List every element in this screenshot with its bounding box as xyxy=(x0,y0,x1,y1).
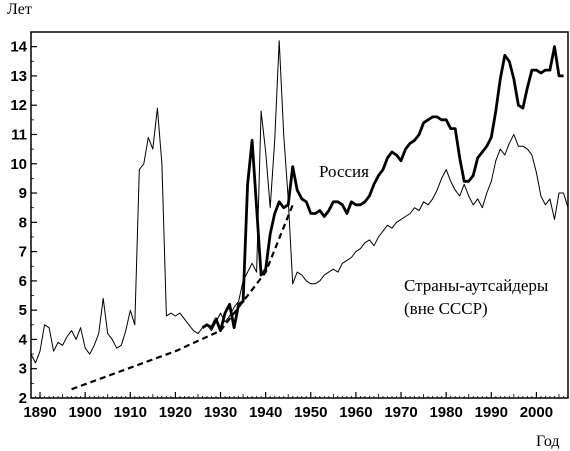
y-tick-label: 6 xyxy=(19,273,27,290)
y-axis-label: Лет xyxy=(7,1,32,18)
russia-series-annotation: Россия xyxy=(319,162,369,181)
y-tick-label: 3 xyxy=(19,361,27,378)
y-tick-label: 9 xyxy=(19,185,27,202)
y-tick-label: 2 xyxy=(19,390,27,407)
series-line-russia xyxy=(201,45,564,333)
x-tick-label: 2000 xyxy=(520,404,553,421)
x-tick-label: 1950 xyxy=(294,404,327,421)
x-tick-label: 1890 xyxy=(23,404,56,421)
y-tick-label: 10 xyxy=(10,156,27,173)
y-tick-label: 4 xyxy=(19,331,28,348)
y-tick-label: 12 xyxy=(10,97,27,114)
plot-frame xyxy=(30,31,569,399)
plot-area-border xyxy=(30,31,569,399)
x-tick-label: 1940 xyxy=(249,404,282,421)
x-tick-label: 1960 xyxy=(339,404,372,421)
y-tick-label: 11 xyxy=(11,126,27,143)
x-tick-label: 1970 xyxy=(384,404,417,421)
series-layer xyxy=(30,40,569,391)
x-axis-ticks: 1890 1900 1910 1920 1930 1940 1950 1960 1970 1980… xyxy=(23,392,569,421)
y-tick-label: 13 xyxy=(10,68,27,85)
series-line-outsiders xyxy=(30,40,569,364)
y-tick-label: 8 xyxy=(19,214,27,231)
y-tick-label: 7 xyxy=(19,244,27,261)
x-tick-label: 1980 xyxy=(429,404,462,421)
y-tick-label: 5 xyxy=(19,302,27,319)
outsiders-series-annotation-sub: (вне СССР) xyxy=(404,299,488,318)
x-axis-label: Год xyxy=(536,433,560,450)
outsiders-series-annotation: Страны-аутсайдеры xyxy=(404,276,549,295)
x-tick-label: 1990 xyxy=(475,404,508,421)
x-tick-label: 1930 xyxy=(204,404,237,421)
x-tick-label: 1900 xyxy=(68,404,101,421)
trend-dashed-line xyxy=(71,204,294,391)
x-tick-label: 1920 xyxy=(159,404,192,421)
y-tick-label: 14 xyxy=(10,39,27,56)
y-axis-ticks: 2 3 4 5 6 7 8 9 10 11 12 13 14 xyxy=(10,39,37,407)
x-tick-label: 1910 xyxy=(114,404,147,421)
